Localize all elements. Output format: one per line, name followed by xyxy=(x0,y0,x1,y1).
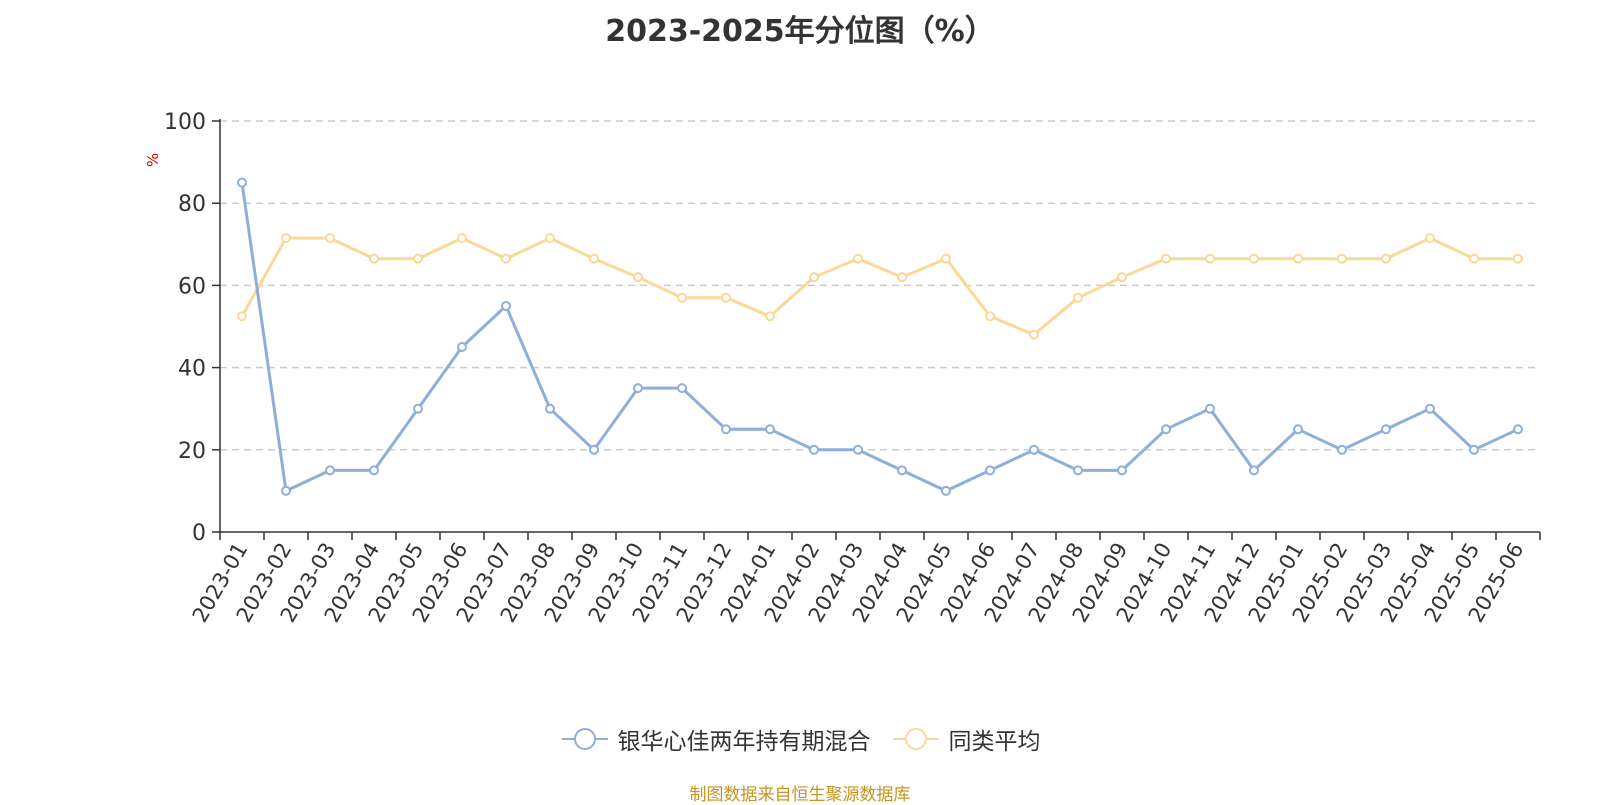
series-1-point-2023-08 xyxy=(545,403,555,414)
series-2-point-2023-06 xyxy=(457,233,467,244)
series-2-point-2024-10 xyxy=(1161,253,1171,264)
series-1-point-2024-02 xyxy=(809,444,819,455)
y-tick-label-80: 80 xyxy=(178,192,206,217)
y-unit-label: % xyxy=(144,153,162,167)
series-1-point-2025-01 xyxy=(1293,424,1303,435)
series-2-point-2023-08 xyxy=(545,233,555,244)
series-1-point-2024-07 xyxy=(1029,444,1039,455)
series-2-point-2023-04 xyxy=(369,253,379,264)
series-2-point-2024-05 xyxy=(941,253,951,264)
legend-label-series-1: 银华心佳两年持有期混合 xyxy=(617,729,871,755)
series-1-point-2025-04 xyxy=(1425,403,1435,414)
series-1-point-2023-10 xyxy=(633,383,643,394)
series-1-point-2025-06 xyxy=(1513,424,1523,435)
series-1-point-2024-04 xyxy=(897,465,907,476)
series-1-point-2023-02 xyxy=(281,485,291,496)
y-tick-label-40: 40 xyxy=(178,357,206,382)
series-1-point-2024-05 xyxy=(941,485,951,496)
series-2-point-2023-02 xyxy=(281,233,291,244)
series-1-point-2024-06 xyxy=(985,465,995,476)
series-2-point-2024-07 xyxy=(1029,329,1039,340)
source-footer: 制图数据来自恒生聚源数据库 xyxy=(689,785,911,805)
y-tick-label-60: 60 xyxy=(178,274,206,299)
series-1-point-2023-03 xyxy=(325,465,335,476)
series-2-point-2024-12 xyxy=(1249,253,1259,264)
series-2-point-2025-03 xyxy=(1381,253,1391,264)
series-2-point-2023-09 xyxy=(589,253,599,264)
series-1-point-2023-07 xyxy=(501,300,511,311)
series-2-point-2024-03 xyxy=(853,253,863,264)
series-2-point-2025-04 xyxy=(1425,233,1435,244)
series-1-point-2024-11 xyxy=(1205,403,1215,414)
series-2-point-2023-11 xyxy=(677,292,687,303)
series-2-point-2025-05 xyxy=(1469,253,1479,264)
series-1-point-2024-09 xyxy=(1117,465,1127,476)
series-1-point-2023-04 xyxy=(369,465,379,476)
y-tick-label-20: 20 xyxy=(178,439,206,464)
series-2-point-2025-01 xyxy=(1293,253,1303,264)
series-1-point-2023-06 xyxy=(457,342,467,353)
series-2-point-2024-06 xyxy=(985,311,995,322)
series-1-point-2023-09 xyxy=(589,444,599,455)
series-2-point-2025-02 xyxy=(1337,253,1347,264)
legend-marker-series-1 xyxy=(561,728,608,750)
y-tick-label-0: 0 xyxy=(192,521,206,546)
legend-item-series-1[interactable]: 银华心佳两年持有期混合 xyxy=(560,722,871,756)
series-1-point-2024-03 xyxy=(853,444,863,455)
legend: 银华心佳两年持有期混合 同类平均 xyxy=(0,722,1600,756)
series-2-point-2023-01 xyxy=(237,311,247,322)
series-2-point-2023-03 xyxy=(325,233,335,244)
series-1-point-2024-10 xyxy=(1161,424,1171,435)
legend-marker-series-2 xyxy=(892,728,939,750)
legend-item-series-2[interactable]: 同类平均 xyxy=(891,722,1041,756)
series-1-point-2023-11 xyxy=(677,383,687,394)
series-2-point-2024-11 xyxy=(1205,253,1215,264)
series-2-point-2024-02 xyxy=(809,272,819,283)
series-1-point-2023-12 xyxy=(721,424,731,435)
series-1-point-2024-12 xyxy=(1249,465,1259,476)
series-2-point-2023-05 xyxy=(413,253,423,264)
y-tick-label-100: 100 xyxy=(164,110,206,135)
series-2-point-2023-07 xyxy=(501,253,511,264)
series-2-point-2024-01 xyxy=(765,311,775,322)
series-1-point-2024-08 xyxy=(1073,465,1083,476)
series-1-point-2025-05 xyxy=(1469,444,1479,455)
series-2-point-2023-12 xyxy=(721,292,731,303)
series-line-2 xyxy=(240,236,1518,337)
series-1-point-2023-05 xyxy=(413,403,423,414)
gridlines xyxy=(220,120,1540,451)
series-2-point-2024-04 xyxy=(897,272,907,283)
series-2-point-2024-09 xyxy=(1117,272,1127,283)
series-2-point-2023-10 xyxy=(633,272,643,283)
legend-label-series-2: 同类平均 xyxy=(948,729,1041,755)
series-1-point-2025-02 xyxy=(1337,444,1347,455)
series-2-point-2025-06 xyxy=(1513,253,1523,264)
series-1-point-2024-01 xyxy=(765,424,775,435)
series-2-point-2024-08 xyxy=(1073,292,1083,303)
series-line-1 xyxy=(240,182,1519,493)
series-1-point-2025-03 xyxy=(1381,424,1391,435)
series-1-point-2023-01 xyxy=(237,177,247,188)
series-lines xyxy=(237,177,1523,496)
chart-title: 2023-2025年分位图（%） xyxy=(605,14,995,49)
